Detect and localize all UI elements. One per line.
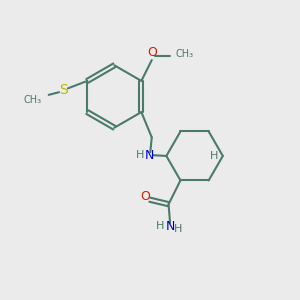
- Text: H: H: [136, 150, 145, 160]
- Text: N: N: [145, 149, 154, 162]
- Text: N: N: [166, 220, 175, 233]
- Text: O: O: [140, 190, 150, 203]
- Text: CH₃: CH₃: [176, 49, 194, 59]
- Text: O: O: [147, 46, 157, 59]
- Text: H: H: [156, 221, 165, 232]
- Text: S: S: [59, 83, 68, 97]
- Text: CH₃: CH₃: [23, 94, 41, 105]
- Text: H: H: [174, 224, 183, 234]
- Text: H: H: [210, 151, 218, 161]
